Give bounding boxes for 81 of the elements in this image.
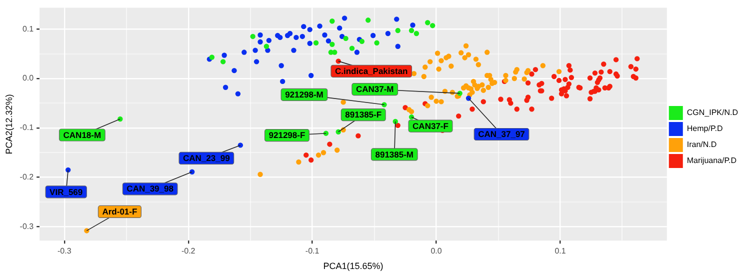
point [326,38,332,44]
point [414,30,420,36]
point [280,78,286,84]
point [370,32,376,38]
x-tick-label: 0.0 [430,246,442,256]
point [266,38,272,44]
annotation: 891385-M [375,149,414,160]
point [395,28,400,34]
point [258,39,263,45]
point [313,40,319,46]
x-axis-title: PCA1(15.65%) [323,261,384,272]
point [254,59,260,64]
point [277,34,283,40]
point [222,52,227,58]
point [258,32,263,38]
point [330,42,335,47]
point [307,26,312,32]
point [425,20,430,26]
annotation: CAN_39_98 [126,184,174,194]
point [343,36,348,42]
point [252,48,258,53]
point [332,50,338,55]
point [287,30,293,36]
annotation: 921298-M [285,90,324,100]
annotation: 921298-F [268,130,306,140]
point [430,22,436,28]
annotation: Ard-01-F [102,206,138,217]
x-tick-label: -0.1 [305,246,320,256]
point [278,63,284,68]
annotation: CAN37-M [356,84,394,94]
point [322,32,328,38]
point [330,18,335,24]
point [235,91,241,96]
point [385,30,391,36]
point [336,25,342,31]
point [394,16,400,22]
point [264,44,270,49]
point [366,18,371,23]
annotation: C.indica_Pakistan [334,66,408,76]
point [392,118,398,124]
point [457,90,462,96]
point [301,24,306,30]
point [294,34,299,40]
point [349,46,355,51]
point [354,50,360,55]
y-tick-label: 0.1 [22,24,34,34]
x-tick-label: -0.3 [57,246,72,256]
point [307,40,312,46]
annotation: VIR_569 [50,186,83,197]
legend-label: Hemp/P.D [686,124,723,134]
point [209,54,215,60]
point [242,50,247,55]
annotation: CAN_23_99 [183,153,230,164]
y-tick-label: -0.3 [20,222,34,231]
point [395,44,400,49]
legend-label: CGN_IPK/N.D [686,108,738,118]
y-tick-label: 0.0 [22,74,34,83]
point [291,48,296,53]
point [308,72,314,78]
point [317,23,322,29]
point [232,68,237,74]
annotation: CAN37-F [412,120,448,131]
legend-label: Iran/N.D [686,140,717,150]
x-tick-label: -0.2 [181,246,196,256]
point [342,16,348,21]
point [222,84,228,90]
point [408,28,414,34]
point [410,22,416,28]
y-axis-title: PCA2(12.32%) [4,94,14,154]
legend-label: Marijuana/P.D [686,156,737,166]
point [300,34,306,40]
point [374,40,380,46]
y-tick-label: -0.2 [20,172,34,182]
y-tick-label: -0.1 [20,123,34,132]
annotation: CAN_37_97 [478,129,526,140]
annotation: CAN18-M [63,130,102,140]
x-tick-label: 0.1 [554,246,566,256]
annotation: 891385-F [345,110,382,120]
point [250,34,256,40]
point [359,38,365,44]
point [220,59,226,64]
